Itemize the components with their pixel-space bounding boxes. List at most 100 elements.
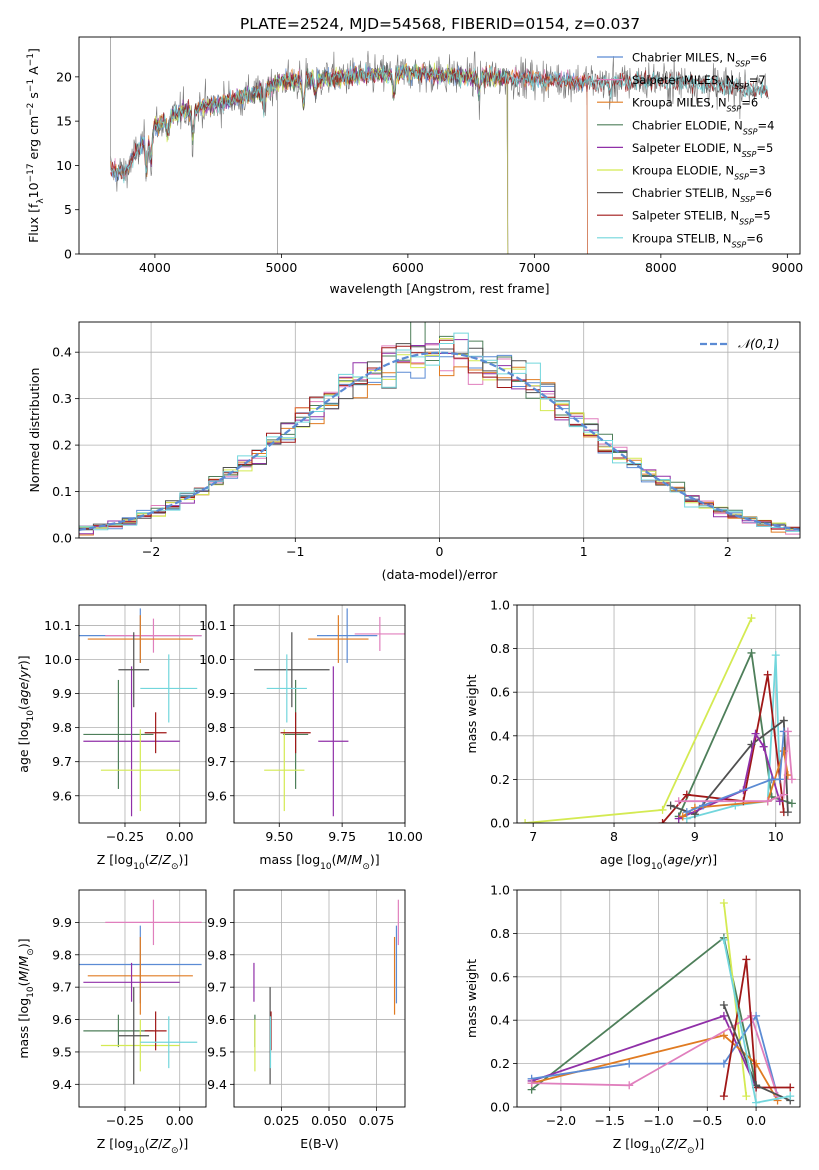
axes-frame xyxy=(78,889,207,1108)
y-tick-label: 9.6 xyxy=(207,788,227,803)
y-tick-label: 9.7 xyxy=(207,754,227,769)
data-point-marker xyxy=(678,812,687,821)
data-point-marker xyxy=(625,1081,634,1090)
model-spectrum-line xyxy=(142,62,509,254)
y-tick-label: 9.6 xyxy=(52,1012,72,1027)
plot-area xyxy=(79,322,800,536)
y-tick-label: 10.0 xyxy=(199,652,227,667)
data-point-marker xyxy=(682,790,691,799)
x-tick-label: 5000 xyxy=(265,260,297,275)
y-tick-label: 0.6 xyxy=(490,685,510,700)
x-tick-label: 9000 xyxy=(771,260,803,275)
y-tick-label: 9.7 xyxy=(52,754,72,769)
y-axis-label: mass weight xyxy=(464,674,479,753)
data-point-marker xyxy=(752,1098,761,1107)
normal-curve-line xyxy=(79,351,800,531)
data-point-marker xyxy=(786,1092,795,1101)
data-point-marker xyxy=(682,808,691,817)
y-tick-label: 0.0 xyxy=(52,531,72,546)
x-axis-label: age [log10(age/yr)] xyxy=(600,852,717,872)
x-tick-label: 9.50 xyxy=(265,829,293,844)
legend: Chabrier MILES, NSSP=6 Salpeter MILES, NS… xyxy=(597,51,774,249)
plots-layer: 4000 5000 6000 7000 8000 900005101520waveleng… xyxy=(16,36,803,1156)
figure-title: PLATE=2524, MJD=54568, FIBERID=0154, z=0… xyxy=(240,15,640,33)
data-point-marker xyxy=(763,670,772,679)
legend: 𝒩(0,1) xyxy=(700,336,780,351)
plot-area xyxy=(521,614,796,823)
y-tick-label: 0.0 xyxy=(490,1100,510,1115)
data-point-marker xyxy=(658,805,667,814)
model-spectrum-line xyxy=(110,63,588,254)
axes-spectrum: 4000 5000 6000 7000 8000 9000 0 5 10 15 20 waveleng… xyxy=(26,36,803,296)
data-point-marker xyxy=(779,790,788,799)
series-line xyxy=(531,1014,779,1097)
y-axis-label: mass [log10(M/M⊙)] xyxy=(16,938,36,1058)
plot-area xyxy=(253,899,399,1085)
y-tick-label: 0.6 xyxy=(490,969,510,984)
series-line xyxy=(723,959,791,1097)
data-point-marker xyxy=(775,797,784,806)
histogram-step xyxy=(79,332,800,532)
x-tick-label: −0.5 xyxy=(692,1113,722,1128)
x-tick-label: 6000 xyxy=(392,260,424,275)
data-point-marker xyxy=(527,1079,536,1088)
data-point-marker xyxy=(783,727,792,736)
y-tick-label: 0.3 xyxy=(52,391,72,406)
axes-massweight_vs_age: 7 8 9 10 0.0 0.2 0.4 0.6 0.8 1.0 age [log10(age/yr… xyxy=(464,598,801,872)
y-tick-label: 0.2 xyxy=(52,438,72,453)
x-tick-label: −1.5 xyxy=(595,1113,625,1128)
data-point-marker xyxy=(747,614,756,623)
data-point-marker xyxy=(783,808,792,817)
data-point-marker xyxy=(779,716,788,725)
x-tick-label: 0.0 xyxy=(746,1113,766,1128)
data-point-marker xyxy=(751,729,760,738)
data-point-marker xyxy=(719,935,728,944)
y-tick-label: 0.4 xyxy=(490,728,510,743)
y-tick-label: 9.9 xyxy=(207,686,227,701)
y-tick-label: 0.2 xyxy=(490,1056,510,1071)
legend-label: Kroupa MILES, NSSP=6 xyxy=(632,96,758,114)
data-point-marker xyxy=(775,775,784,784)
x-tick-label: 9 xyxy=(691,829,699,844)
plot-area xyxy=(527,899,795,1107)
model-spectrum-line xyxy=(141,63,509,254)
x-tick-label: −2.0 xyxy=(546,1113,576,1128)
y-axis-label: age [log10(age/yr)] xyxy=(16,655,36,772)
y-tick-label: 5 xyxy=(64,202,72,217)
data-point-marker xyxy=(674,814,683,823)
y-tick-label: 0.1 xyxy=(52,484,72,499)
data-point-marker xyxy=(731,801,740,810)
data-point-marker xyxy=(719,1001,728,1010)
data-point-marker xyxy=(742,1092,751,1101)
data-point-marker xyxy=(698,801,707,810)
plot-area xyxy=(110,37,769,254)
x-axis-label: Z [log10(Z/Z⊙)] xyxy=(97,1136,189,1156)
data-point-marker xyxy=(747,740,756,749)
plot-area xyxy=(79,899,202,1085)
y-tick-label: 9.7 xyxy=(52,980,72,995)
model-spectrum-line xyxy=(141,65,509,254)
x-tick-label: 10 xyxy=(768,829,784,844)
y-tick-label: 0.8 xyxy=(490,641,510,656)
x-axis-label: Z [log10(Z/Z⊙)] xyxy=(613,1136,705,1156)
y-tick-label: 9.7 xyxy=(207,980,227,995)
x-tick-label: 0.050 xyxy=(311,1113,347,1128)
y-tick-label: 9.4 xyxy=(207,1077,227,1092)
axes-frame xyxy=(78,321,801,539)
x-tick-label: 2 xyxy=(724,544,732,559)
x-tick-label: 0.00 xyxy=(166,1113,194,1128)
plot-area xyxy=(79,608,202,817)
y-axis-label: Normed distribution xyxy=(27,368,42,493)
data-point-marker xyxy=(674,797,683,806)
y-tick-label: 9.8 xyxy=(207,720,227,735)
data-point-marker xyxy=(786,1083,795,1092)
y-tick-label: 10 xyxy=(56,158,72,173)
data-point-marker xyxy=(787,775,796,784)
x-tick-label: −0.25 xyxy=(106,1113,144,1128)
legend-label: Salpeter MILES, NSSP=7 xyxy=(632,73,766,91)
y-tick-label: 0.2 xyxy=(490,772,510,787)
y-tick-label: 9.9 xyxy=(52,915,72,930)
x-tick-label: 1 xyxy=(580,544,588,559)
y-tick-label: 15 xyxy=(56,114,72,129)
x-tick-label: 0.075 xyxy=(359,1113,395,1128)
